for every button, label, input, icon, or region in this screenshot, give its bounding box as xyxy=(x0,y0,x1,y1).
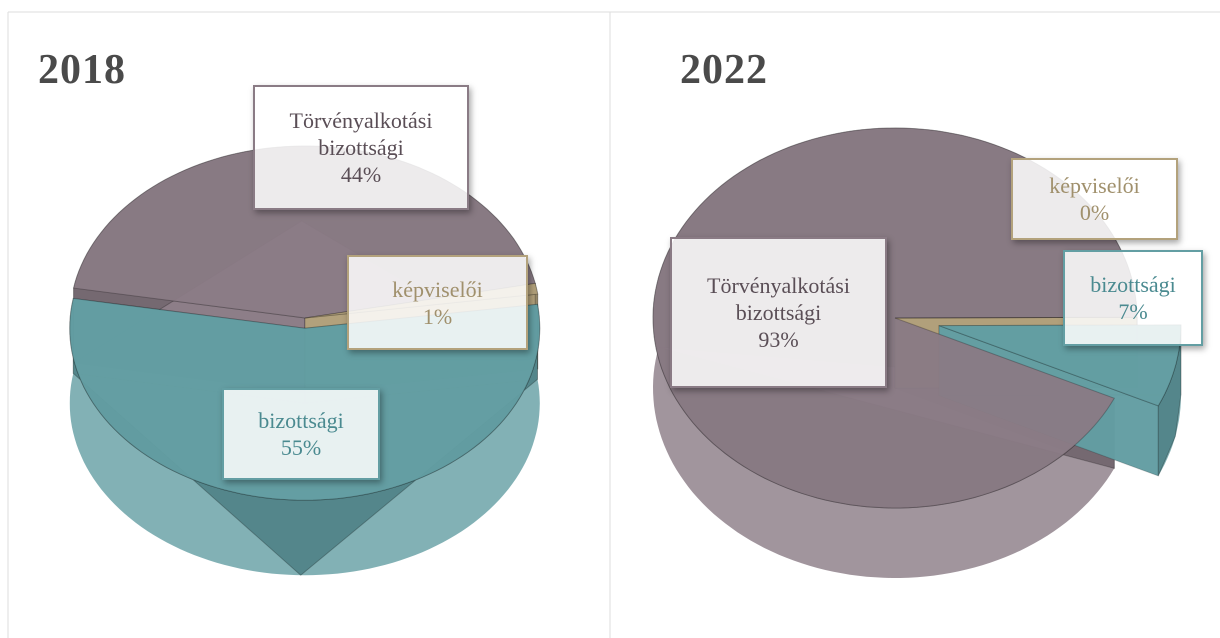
chart-title: 2018 xyxy=(38,47,126,93)
label-name: Törvényalkotási bizottsági xyxy=(707,273,850,325)
label-value: 7% xyxy=(1118,299,1148,324)
label-name: Törvényalkotási bizottsági xyxy=(289,108,433,160)
label-name: bizottsági xyxy=(1090,272,1176,297)
label-name: képviselői xyxy=(1049,173,1140,198)
label-value: 1% xyxy=(422,303,453,329)
label-name: bizottsági xyxy=(258,408,344,433)
label-value: 0% xyxy=(1079,200,1110,225)
label-value: 93% xyxy=(758,327,799,352)
data-label: bizottsági 7% xyxy=(1063,250,1203,346)
label-name: képviselői xyxy=(392,276,483,302)
label-value: 55% xyxy=(280,435,322,460)
chart-title: 2022 xyxy=(680,47,768,93)
data-label: képviselői 1% xyxy=(347,255,528,350)
label-value: 44% xyxy=(340,162,382,187)
data-label: Törvényalkotási bizottsági 44% xyxy=(253,85,469,210)
data-label: Törvényalkotási bizottsági 93% xyxy=(670,237,887,388)
data-label: képviselői 0% xyxy=(1011,158,1178,240)
data-label: bizottsági 55% xyxy=(222,388,380,480)
